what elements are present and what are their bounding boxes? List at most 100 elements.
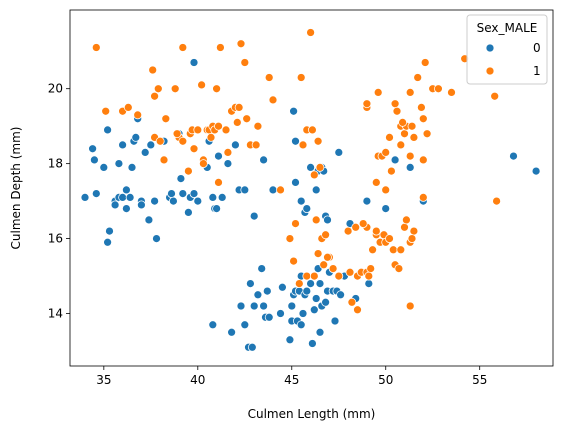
x-tick-label: 45 — [284, 373, 299, 387]
data-point-sex-0 — [122, 185, 131, 195]
data-point-sex-1 — [362, 99, 372, 109]
data-point-sex-0 — [264, 312, 274, 322]
data-point-sex-0 — [302, 204, 312, 213]
data-point-sex-1 — [413, 73, 423, 82]
data-point-sex-1 — [148, 65, 158, 75]
data-point-sex-0 — [311, 185, 321, 195]
data-point-sex-0 — [144, 215, 154, 225]
data-point-sex-1 — [294, 279, 304, 288]
data-point-sex-1 — [150, 91, 159, 101]
data-point-sex-0 — [381, 204, 391, 213]
data-point-sex-1 — [189, 144, 199, 154]
data-point-sex-0 — [531, 166, 541, 176]
data-point-sex-1 — [398, 118, 407, 127]
data-point-sex-1 — [268, 95, 278, 105]
data-point-sex-0 — [214, 151, 223, 161]
data-point-sex-0 — [217, 193, 227, 202]
data-point-sex-0 — [249, 211, 259, 221]
data-point-sex-1 — [396, 245, 406, 255]
data-point-sex-0 — [212, 204, 221, 213]
data-point-sex-1 — [223, 148, 233, 157]
data-point-sex-0 — [289, 106, 298, 116]
legend-marker-0 — [485, 43, 495, 53]
y-tick-label: 14 — [48, 307, 63, 321]
data-point-sex-0 — [240, 320, 250, 330]
data-point-sex-0 — [257, 264, 267, 273]
data-point-sex-0 — [291, 178, 300, 187]
data-point-sex-1 — [123, 103, 133, 112]
data-point-sex-1 — [420, 58, 430, 67]
data-point-sex-1 — [184, 166, 193, 176]
data-point-sex-1 — [264, 73, 274, 82]
data-point-sex-0 — [246, 279, 255, 288]
data-point-sex-1 — [396, 140, 406, 150]
data-point-sex-0 — [127, 163, 137, 172]
data-point-sex-0 — [150, 196, 159, 206]
data-point-sex-1 — [321, 230, 330, 240]
data-point-sex-1 — [409, 226, 419, 236]
data-point-sex-1 — [407, 234, 417, 243]
data-point-sex-0 — [105, 226, 114, 236]
legend-label-1: 1 — [533, 64, 541, 78]
data-point-sex-1 — [232, 118, 242, 127]
data-point-sex-1 — [308, 125, 317, 135]
data-point-sex-1 — [298, 140, 308, 150]
data-point-sex-1 — [328, 264, 338, 273]
data-point-sex-1 — [313, 136, 323, 146]
data-point-sex-0 — [278, 282, 287, 292]
data-point-sex-0 — [247, 342, 257, 352]
data-point-sex-1 — [240, 58, 250, 67]
data-point-sex-1 — [387, 166, 396, 176]
y-axis: 14 16 18 20 — [48, 82, 70, 321]
y-tick-label: 18 — [48, 157, 63, 171]
data-point-sex-0 — [298, 309, 308, 318]
data-point-sex-1 — [405, 301, 415, 311]
data-point-sex-1 — [434, 84, 443, 94]
data-point-sex-0 — [306, 163, 315, 172]
data-point-sex-0 — [253, 290, 263, 300]
data-point-sex-1 — [159, 155, 169, 165]
legend: Sex_MALE 0 1 — [466, 14, 548, 85]
data-point-sex-0 — [110, 200, 120, 210]
data-point-sex-1 — [358, 219, 368, 228]
data-point-sex-0 — [240, 185, 250, 195]
data-point-sex-1 — [199, 159, 208, 168]
data-point-sex-1 — [193, 125, 203, 135]
data-point-sex-1 — [405, 151, 415, 161]
data-point-sex-0 — [227, 327, 236, 337]
data-point-sex-0 — [176, 174, 186, 183]
data-point-sex-0 — [103, 237, 112, 247]
data-point-sex-1 — [381, 185, 391, 195]
data-point-sex-1 — [353, 305, 362, 315]
data-point-sex-1 — [289, 256, 298, 266]
data-point-sex-1 — [381, 148, 391, 157]
data-point-sex-0 — [99, 163, 109, 172]
data-point-sex-1 — [492, 196, 501, 206]
data-point-sex-1 — [371, 226, 381, 236]
data-point-sex-1 — [221, 125, 231, 135]
data-point-sex-1 — [153, 84, 163, 94]
data-point-sex-0 — [321, 297, 330, 307]
data-point-sex-1 — [422, 129, 432, 139]
data-point-sex-0 — [189, 58, 199, 67]
data-point-sex-1 — [400, 129, 409, 139]
data-point-sex-1 — [345, 267, 355, 277]
data-point-sex-0 — [390, 155, 400, 165]
legend-box — [466, 14, 548, 85]
data-point-sex-1 — [214, 178, 223, 187]
data-point-sex-0 — [178, 189, 188, 198]
data-point-sex-1 — [197, 80, 206, 90]
data-point-sex-1 — [343, 226, 353, 236]
data-point-sex-1 — [392, 106, 402, 116]
data-point-sex-1 — [313, 249, 323, 258]
data-point-sex-0 — [306, 279, 315, 288]
data-point-sex-1 — [285, 234, 295, 243]
data-point-sex-0 — [405, 163, 415, 172]
data-point-sex-1 — [394, 264, 404, 273]
data-point-sex-1 — [306, 28, 315, 37]
data-point-sex-0 — [287, 301, 297, 311]
data-point-sex-0 — [311, 294, 321, 303]
data-point-sex-1 — [214, 121, 223, 131]
data-point-sex-0 — [291, 136, 300, 146]
